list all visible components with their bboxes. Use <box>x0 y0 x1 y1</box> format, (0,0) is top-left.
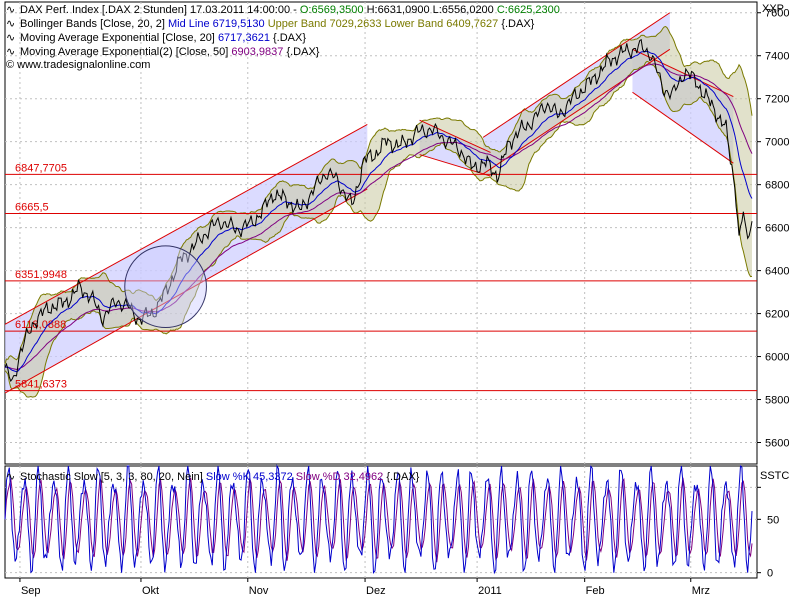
x-tick-label: 2011 <box>478 585 502 597</box>
close-value: C:6625,2300 <box>496 4 560 16</box>
trend-channel-lower <box>632 91 734 164</box>
header-line-4: ∿ Moving Average Exponential(2) [Close, 5… <box>6 45 319 59</box>
price-line <box>4 38 753 383</box>
y-tick-label: 5600 <box>765 438 789 450</box>
x-tick-label: Dez <box>366 585 386 597</box>
x-tick-label: Feb <box>586 585 605 597</box>
stochastic-header: ∿ Stochastic Slow [5, 3, 3, 80, 20, Nein]… <box>6 470 419 484</box>
header-line-2: ∿ Bollinger Bands [Close, 20, 2] Mid Line… <box>6 17 534 31</box>
x-tick-label: Nov <box>249 585 269 597</box>
y-tick-label: 6600 <box>765 223 789 235</box>
y-tick-label: 7000 <box>765 137 789 149</box>
level-label: 5841,6373 <box>15 379 67 391</box>
header-line-5: © www.tradesignalonline.com <box>6 59 150 72</box>
ema50-value: 6903,9837 <box>231 46 284 58</box>
main-axis-unit: XXP <box>762 3 785 15</box>
trend-channel-upper <box>482 12 671 138</box>
stochastic-k-value: Slow %K 45,3372 <box>205 471 293 483</box>
stochastic-k-line <box>4 464 753 575</box>
source-credit: © www.tradesignalonline.com <box>6 59 151 71</box>
y-tick-label: 6200 <box>765 309 789 321</box>
x-tick-label: Sep <box>21 585 41 597</box>
ema50-label: Moving Average Exponential(2) [Close, 50… <box>20 46 229 58</box>
stochastic-d-value: Slow %D 32,4962 <box>295 471 384 483</box>
stoch-tick-label: 0 <box>767 568 773 580</box>
line-series-icon: ∿ <box>6 3 16 16</box>
stoch-tick-label: 50 <box>767 514 779 526</box>
x-tick-label: Mrz <box>692 585 710 597</box>
main-panel-frame <box>4 1 758 465</box>
line-series-icon: ∿ <box>6 45 16 58</box>
line-series-icon: ∿ <box>6 17 16 30</box>
x-tick-label: Okt <box>142 585 159 597</box>
annotation-circle <box>124 245 207 329</box>
trend-channel-upper <box>419 119 491 153</box>
ema20-label: Moving Average Exponential [Close, 20] <box>20 32 215 44</box>
y-tick-label: 7400 <box>765 51 789 63</box>
stochastic-axis-unit: SSTC <box>760 470 790 482</box>
stochastic-label: Stochastic Slow [5, 3, 3, 80, 20, Nein] <box>20 471 203 483</box>
open-value: O:6569,3500 <box>299 4 364 16</box>
bollinger-mid: Mid Line 6719,5130 <box>167 18 265 30</box>
y-tick-label: 6800 <box>765 180 789 192</box>
bollinger-suffix: {.DAX} <box>501 18 535 30</box>
line-series-icon: ∿ <box>6 31 16 44</box>
y-tick-label: 7200 <box>765 94 789 106</box>
low-value: L:6556,0200 <box>432 4 494 16</box>
level-label: 6847,7705 <box>15 162 67 174</box>
bollinger-label: Bollinger Bands [Close, 20, 2] <box>20 18 165 30</box>
line-series-icon: ∿ <box>6 470 16 483</box>
high-value: H:6631,0900 <box>366 4 430 16</box>
y-tick-label: 7600 <box>765 8 789 20</box>
ema20-value: 6717,3621 <box>217 32 270 44</box>
bollinger-upper-line <box>4 25 753 365</box>
bollinger-bands-values: Upper Band 7029,2633 Lower Band 6409,762… <box>267 18 499 30</box>
stochastic-suffix: {.DAX} <box>386 471 420 483</box>
level-label: 6351,9948 <box>15 269 67 281</box>
header-line-3: ∿ Moving Average Exponential [Close, 20] … <box>6 31 306 45</box>
header-line-1: ∿ DAX Perf. Index [.DAX 2 Stunden] 17.03.… <box>6 3 560 17</box>
y-tick-label: 5800 <box>765 395 789 407</box>
y-tick-label: 6000 <box>765 352 789 364</box>
level-label: 6665,5 <box>15 202 49 214</box>
ema50-suffix: {.DAX} <box>286 46 320 58</box>
y-tick-label: 6400 <box>765 266 789 278</box>
trend-channel-upper <box>4 124 368 325</box>
level-label: 6118,0888 <box>15 319 66 331</box>
ema20-suffix: {.DAX} <box>273 32 307 44</box>
instrument-title: DAX Perf. Index [.DAX 2 Stunden] 17.03.2… <box>20 4 297 16</box>
